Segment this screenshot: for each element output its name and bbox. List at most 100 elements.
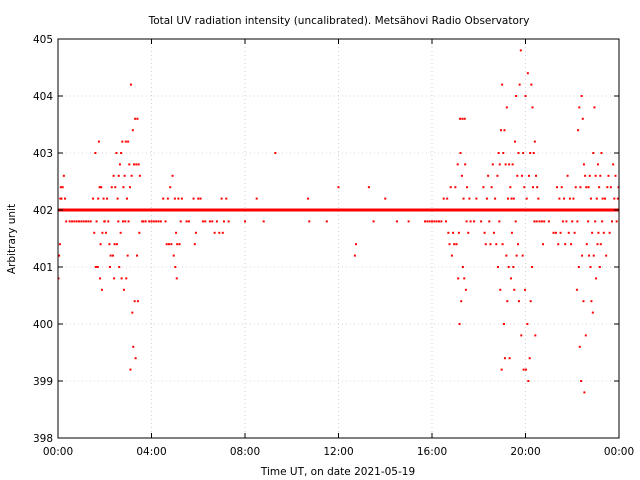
data-point [532,152,535,154]
data-point [204,220,207,223]
data-point [110,186,113,189]
data-point [484,243,487,246]
data-point [162,197,165,200]
data-point [461,117,464,120]
data-point [454,186,457,189]
data-point [150,220,153,223]
data-point [522,152,525,154]
data-point [71,220,74,223]
data-point [504,163,507,166]
data-point [459,117,462,120]
data-point [502,152,505,154]
data-point [613,197,616,200]
data-point [218,231,221,234]
data-point [577,129,580,132]
data-point [561,220,564,223]
data-point [601,220,604,223]
data-point [59,197,62,200]
data-point [534,334,537,337]
data-point [106,197,109,200]
data-point [527,380,530,382]
data-point [94,152,97,154]
data-point [442,197,445,200]
data-point [145,209,148,211]
data-point [605,254,608,257]
data-point [491,163,494,166]
data-point [433,220,436,223]
data-point [510,231,513,234]
data-point [536,186,539,189]
data-point [171,174,174,177]
data-point [129,368,132,371]
data-point [488,220,491,223]
data-point [169,186,172,189]
data-point [510,277,513,280]
data-point [524,288,527,291]
x-tick-label: 00:00 [604,446,634,458]
data-point [530,83,533,86]
data-point [367,186,370,189]
data-point [560,186,563,189]
data-point [448,243,451,246]
data-point [455,243,458,246]
data-point [507,266,510,268]
data-point [423,220,426,223]
data-point [583,391,586,394]
data-point [115,243,118,246]
data-point [519,209,522,211]
data-point [104,231,107,234]
data-point [572,197,575,200]
data-point [498,163,501,166]
data-point [517,300,520,303]
data-point [588,174,591,177]
data-point [68,220,71,223]
data-point [580,95,583,97]
data-point [599,174,602,177]
data-point [97,197,100,200]
data-point [458,323,461,325]
data-point [133,300,136,303]
data-point [446,197,449,200]
x-tick-label: 20:00 [510,446,540,458]
data-point [137,163,140,166]
data-point [513,140,516,143]
data-point [524,95,527,97]
data-point [595,197,598,200]
data-point [178,243,181,246]
data-point [457,231,460,234]
data-point [94,266,97,268]
data-point [588,254,591,257]
data-point [485,197,488,200]
data-point [463,117,466,120]
data-point [581,117,584,120]
data-point [211,220,214,223]
data-point [535,220,538,223]
data-point [464,288,467,291]
data-point [174,266,177,268]
data-point [428,220,431,223]
y-tick-labels: 398 399 400 401 402 403 404 405 [33,34,53,445]
data-point [136,254,139,257]
data-point [547,220,550,223]
data-point [496,174,499,177]
data-point [482,186,485,189]
data-point [144,220,147,223]
data-point [615,220,618,223]
data-point [518,83,521,86]
data-point [594,220,597,223]
data-point [483,231,486,234]
data-point [591,231,594,234]
data-point [538,220,541,223]
data-point [596,243,599,246]
data-point [131,129,134,132]
data-point [552,231,555,234]
axis-ticks [57,38,620,439]
data-point [578,345,581,348]
data-point [142,220,145,223]
data-point [550,209,553,211]
data-point [435,220,438,223]
data-point [75,220,78,223]
data-point [517,243,520,246]
y-tick-label: 398 [33,433,53,445]
